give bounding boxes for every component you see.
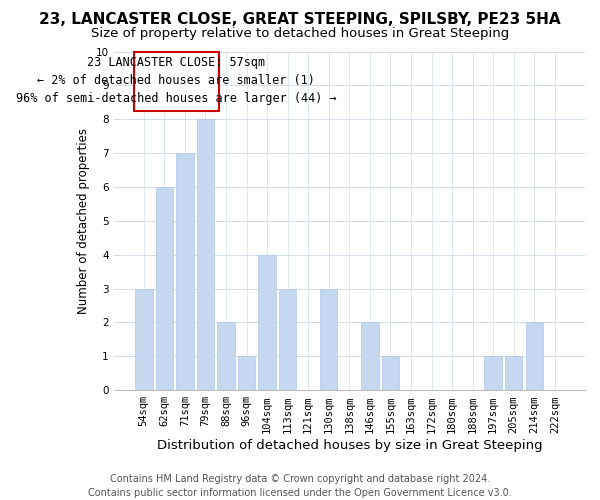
Bar (176, 153, 194, 390)
Bar (526, 322, 543, 390)
Y-axis label: Number of detached properties: Number of detached properties (77, 128, 90, 314)
Bar (279, 288, 296, 390)
Bar (197, 119, 214, 390)
Text: 23 LANCASTER CLOSE: 57sqm
← 2% of detached houses are smaller (1)
96% of semi-de: 23 LANCASTER CLOSE: 57sqm ← 2% of detach… (16, 56, 337, 104)
Bar (320, 288, 337, 390)
Bar (135, 288, 152, 390)
Bar (382, 356, 399, 390)
X-axis label: Distribution of detached houses by size in Great Steeping: Distribution of detached houses by size … (157, 440, 542, 452)
Bar (484, 356, 502, 390)
Text: Contains HM Land Registry data © Crown copyright and database right 2024.
Contai: Contains HM Land Registry data © Crown c… (88, 474, 512, 498)
Bar (259, 254, 276, 390)
Text: 23, LANCASTER CLOSE, GREAT STEEPING, SPILSBY, PE23 5HA: 23, LANCASTER CLOSE, GREAT STEEPING, SPI… (39, 12, 561, 28)
Bar (238, 356, 255, 390)
Bar (361, 322, 379, 390)
Bar (155, 187, 173, 390)
FancyBboxPatch shape (134, 52, 219, 111)
Text: Size of property relative to detached houses in Great Steeping: Size of property relative to detached ho… (91, 28, 509, 40)
Bar (217, 322, 235, 390)
Bar (505, 356, 523, 390)
